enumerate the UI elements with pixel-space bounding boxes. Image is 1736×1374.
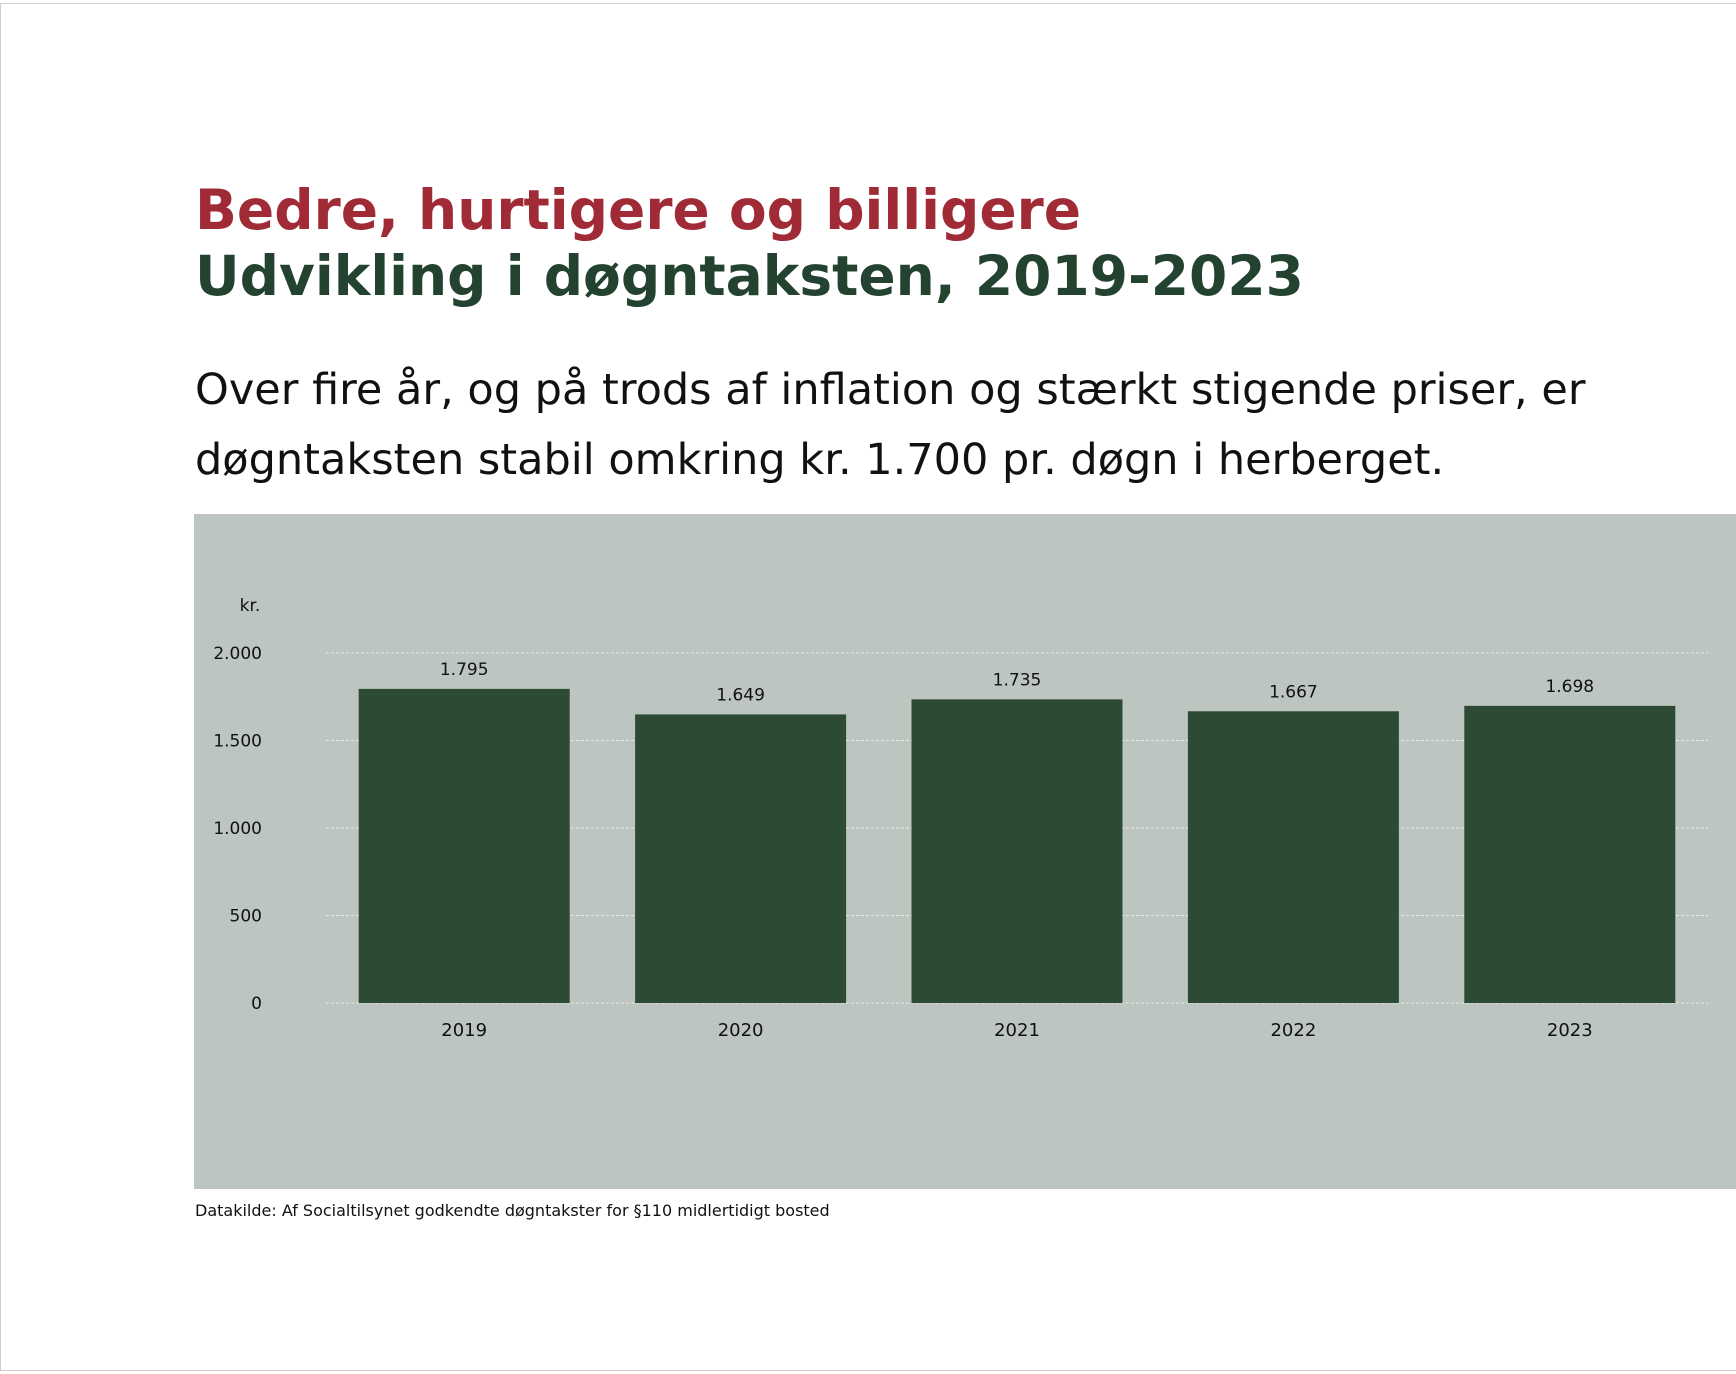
x-axis-ticks: 2019 2020 2021 2022 2023 (441, 1020, 1592, 1041)
bar-2019 (358, 688, 570, 1003)
bar-2020 (635, 714, 847, 1003)
x-tick-label: 2019 (441, 1020, 487, 1041)
chart-panel: kr. 0 500 1.000 1.500 2.000 1.795 1.649 1.735 1… (194, 514, 1736, 1189)
bar-2022 (1187, 711, 1399, 1003)
y-axis-label: kr. (240, 596, 261, 616)
page-title: Bedre, hurtigere og billigere (195, 178, 1082, 242)
y-tick-label: 0 (251, 994, 262, 1014)
y-tick-label: 1.500 (213, 732, 262, 752)
value-label: 1.698 (1545, 677, 1594, 697)
y-tick-label: 1.000 (213, 819, 262, 839)
x-tick-label: 2021 (994, 1020, 1040, 1041)
y-axis-ticks: 0 500 1.000 1.500 2.000 (213, 644, 262, 1014)
value-label: 1.649 (716, 685, 765, 705)
page-frame (0, 3, 1736, 1371)
value-labels: 1.795 1.649 1.735 1.667 1.698 (440, 660, 1594, 706)
data-source-note: Datakilde: Af Socialtilsynet godkendte d… (195, 1201, 830, 1220)
x-tick-label: 2023 (1547, 1020, 1593, 1041)
x-tick-label: 2020 (718, 1020, 764, 1041)
value-label: 1.795 (440, 660, 489, 680)
bars (358, 688, 1676, 1003)
page-subtitle: Udvikling i døgntaksten, 2019-2023 (195, 244, 1304, 308)
bar-2023 (1464, 705, 1676, 1003)
lead-text: Over fire år, og på trods af inflation o… (195, 365, 1586, 485)
bar-2021 (911, 699, 1123, 1003)
value-label: 1.735 (993, 670, 1042, 690)
y-tick-label: 2.000 (213, 644, 262, 664)
y-tick-label: 500 (230, 907, 262, 927)
x-tick-label: 2022 (1270, 1020, 1316, 1041)
value-label: 1.667 (1269, 682, 1318, 702)
